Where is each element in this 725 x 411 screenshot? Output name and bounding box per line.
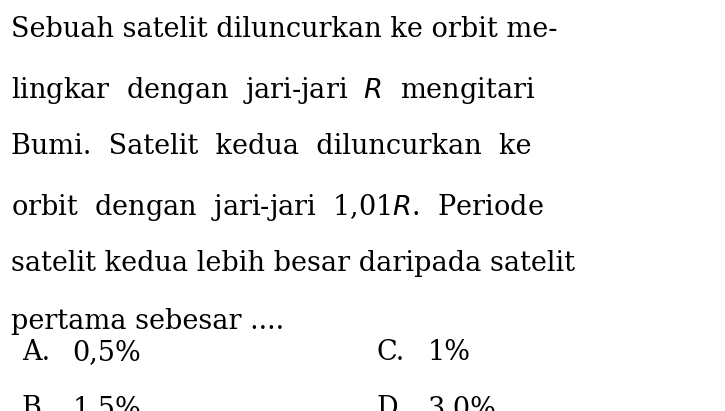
Text: Bumi.  Satelit  kedua  diluncurkan  ke: Bumi. Satelit kedua diluncurkan ke xyxy=(11,133,531,160)
Text: 3,0%: 3,0% xyxy=(428,395,497,411)
Text: A.: A. xyxy=(22,339,50,366)
Text: Sebuah satelit diluncurkan ke orbit me-: Sebuah satelit diluncurkan ke orbit me- xyxy=(11,16,558,44)
Text: satelit kedua lebih besar daripada satelit: satelit kedua lebih besar daripada satel… xyxy=(11,250,575,277)
Text: 1%: 1% xyxy=(428,339,471,366)
Text: B.: B. xyxy=(22,395,50,411)
Text: lingkar  dengan  jari-jari  $\mathit{R}$  mengitari: lingkar dengan jari-jari $\mathit{R}$ me… xyxy=(11,75,535,106)
Text: orbit  dengan  jari-jari  1,01$\mathit{R}$.  Periode: orbit dengan jari-jari 1,01$\mathit{R}$.… xyxy=(11,192,544,222)
Text: 0,5%: 0,5% xyxy=(72,339,141,366)
Text: D.: D. xyxy=(377,395,406,411)
Text: 1,5%: 1,5% xyxy=(72,395,141,411)
Text: pertama sebesar ....: pertama sebesar .... xyxy=(11,308,284,335)
Text: C.: C. xyxy=(377,339,405,366)
